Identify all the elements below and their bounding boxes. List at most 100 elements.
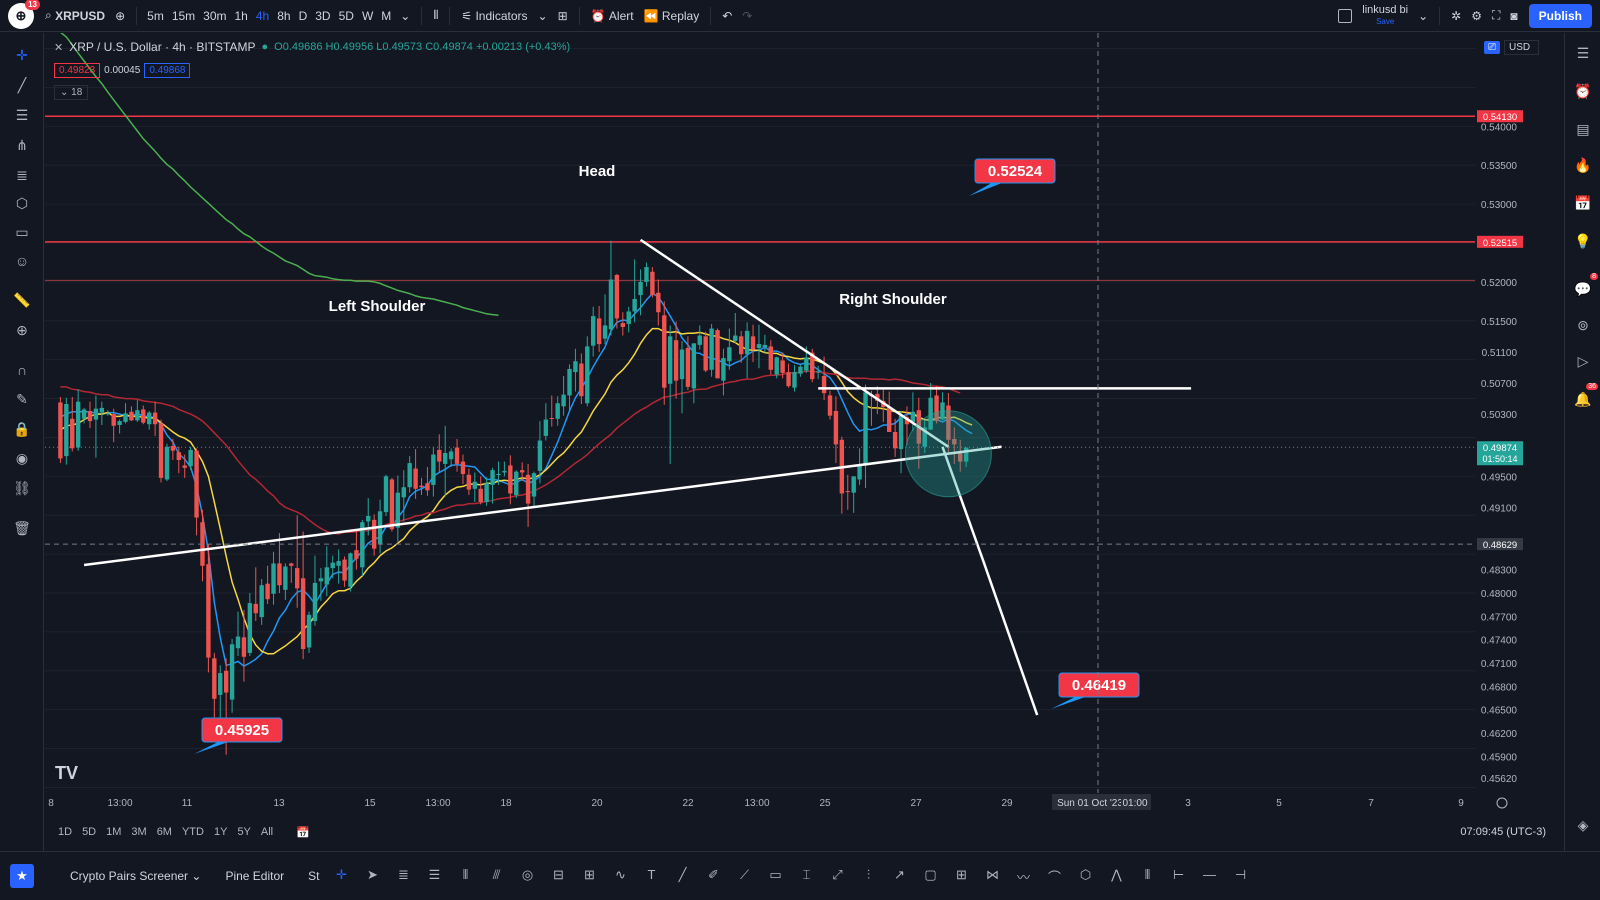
user-dropdown[interactable]: ⌄ <box>1413 0 1433 32</box>
line-icon[interactable]: ╱ <box>678 866 687 882</box>
crosshair-icon[interactable]: ✛ <box>16 46 28 63</box>
timeframe-5D[interactable]: 5D <box>338 8 354 23</box>
head-shoulders-icon[interactable]: ⋀ <box>1111 866 1122 882</box>
play-icon[interactable]: ▷ <box>1577 352 1589 369</box>
timeframe-4h[interactable]: 4h <box>255 8 270 23</box>
elliott-icon[interactable]: ∿ <box>615 866 626 882</box>
spiral-icon[interactable]: ◎ <box>521 866 534 882</box>
range-1M[interactable]: 1M <box>106 826 122 838</box>
link-icon[interactable]: ⛓ <box>13 479 31 496</box>
screener-tab[interactable]: Crypto Pairs Screener ⌄ <box>58 869 213 883</box>
range-YTD[interactable]: YTD <box>181 826 204 838</box>
zoom-in-icon[interactable]: ⊕ <box>16 321 28 338</box>
fib-icon[interactable]: ⫻ <box>492 866 501 882</box>
hotlists-icon[interactable]: 🔥 <box>1574 156 1592 173</box>
brush-icon[interactable]: ✐ <box>708 866 719 882</box>
dash-icon[interactable]: — <box>1203 866 1216 882</box>
crosshair-icon[interactable]: ✛ <box>336 866 347 882</box>
ray-icon[interactable]: ⤢ <box>832 866 843 882</box>
chart-type-button[interactable]: ⫴ <box>428 0 443 32</box>
timeframe-M[interactable]: M <box>381 8 392 23</box>
watchlist-icon[interactable]: ☰ <box>1576 44 1590 61</box>
lock-pencil-icon[interactable]: ✎ <box>16 390 28 407</box>
bars-icon[interactable]: ⦀ <box>1144 866 1151 882</box>
strategy-tester-tab[interactable]: St <box>308 869 320 883</box>
hexagon-icon[interactable]: ⬡ <box>1079 866 1092 882</box>
rectangle-icon[interactable]: ▭ <box>769 866 782 882</box>
timeframe-3D[interactable]: 3D <box>315 8 331 23</box>
magnet-icon[interactable]: ∩ <box>16 362 28 378</box>
timeframe-5m[interactable]: 5m <box>147 8 164 23</box>
pitchfork-icon[interactable]: ⫴ <box>462 866 469 882</box>
trendline-icon[interactable]: ╱ <box>17 76 27 93</box>
timeframe-15m[interactable]: 15m <box>171 8 196 23</box>
range-3M[interactable]: 3M <box>131 826 147 838</box>
pine-editor-tab[interactable]: Pine Editor <box>225 869 285 883</box>
text-icon[interactable]: T <box>647 866 656 882</box>
channel-icon[interactable]: ☰ <box>428 866 441 882</box>
horizontal-lines-icon[interactable]: ☰ <box>15 106 29 123</box>
goto-date-icon[interactable]: 📅 <box>296 826 310 839</box>
range-6M[interactable]: 6M <box>156 826 172 838</box>
emoji-icon[interactable]: ☺ <box>14 253 30 269</box>
timeframe-D[interactable]: D <box>298 8 308 23</box>
settings-button[interactable]: ⚙ <box>1466 0 1487 32</box>
ideas-icon[interactable]: 💡 <box>1574 232 1592 249</box>
undo-button[interactable]: ↶ <box>717 0 737 32</box>
wave-icon[interactable]: 〰 <box>1016 869 1030 885</box>
timeframe-30m[interactable]: 30m <box>203 8 227 23</box>
forecast-icon[interactable]: ⫶ <box>866 866 871 882</box>
publish-button[interactable]: Publish <box>1528 3 1592 28</box>
trash-icon[interactable]: 🗑 <box>13 519 31 536</box>
curve-icon[interactable]: ⌒ <box>1047 869 1061 885</box>
chat-icon[interactable]: 💬 8 <box>1574 273 1598 297</box>
range-5Y[interactable]: 5Y <box>237 826 251 838</box>
price-chart[interactable]: Head Left Shoulder Right Shoulder 0.52524 0.… <box>45 33 1564 829</box>
layers-icon[interactable]: ◈ <box>1577 816 1589 833</box>
redo-button[interactable]: ↷ <box>737 0 757 32</box>
symbol-search[interactable]: ⌕ XRPUSD <box>40 0 110 32</box>
layouts-button[interactable]: ⊞ <box>553 0 573 32</box>
gann-fib-icon[interactable]: ≣ <box>16 166 28 183</box>
auto-scale-icon[interactable]: ⎚ <box>1484 41 1500 54</box>
ruler-icon[interactable]: ⊢ <box>1172 866 1185 882</box>
timeframe-W[interactable]: W <box>361 8 374 23</box>
annotation-icon[interactable]: ▭ <box>15 223 29 240</box>
xabcd-icon[interactable]: ⋈ <box>986 866 999 882</box>
indicators-collapse[interactable]: ⌄ 18 <box>54 85 89 100</box>
user-layout[interactable]: linkusd bi Save <box>1357 0 1413 32</box>
tradingview-logo[interactable]: ⊕ 13 <box>8 0 40 29</box>
indicators-button[interactable]: ⚟ Indicators <box>456 0 532 32</box>
cursor-icon[interactable]: ➤ <box>367 866 378 882</box>
range-All[interactable]: All <box>260 826 274 838</box>
pattern-icon[interactable]: ⊞ <box>584 866 595 882</box>
alerts-icon[interactable]: ⏰ <box>1574 82 1592 99</box>
range-1Y[interactable]: 1Y <box>213 826 228 838</box>
ruler-icon[interactable]: 📏 <box>13 291 31 308</box>
close-icon[interactable]: ✕ <box>54 41 64 54</box>
gann-icon[interactable]: ⊟ <box>553 866 564 882</box>
hlines-icon[interactable]: ≣ <box>398 866 409 882</box>
grid-icon[interactable]: ⊞ <box>956 866 967 882</box>
price-range-icon[interactable]: ⌶ <box>802 866 811 882</box>
streams-icon[interactable]: ⊚ <box>1577 316 1589 333</box>
data-window-icon[interactable]: ▤ <box>1576 120 1590 137</box>
compare-button[interactable]: ⊕ <box>110 0 130 32</box>
alert-button[interactable]: ⏰ Alert <box>586 0 639 32</box>
range-5D[interactable]: 5D <box>82 826 97 838</box>
arrow-icon[interactable]: ↗ <box>894 866 905 882</box>
callout-icon[interactable]: ▢ <box>924 866 937 882</box>
currency-select[interactable]: USD <box>1504 40 1540 55</box>
range-1D[interactable]: 1D <box>58 826 73 838</box>
buy-price[interactable]: 0.49868 <box>144 63 191 78</box>
path-icon[interactable]: ⟋ <box>739 866 750 882</box>
snapshot-button[interactable]: ◙ <box>1505 0 1522 32</box>
bell-icon[interactable]: 🔔 36 <box>1574 383 1598 407</box>
lock-icon[interactable]: 🔒 <box>13 420 31 437</box>
clock-time[interactable]: 07:09:45 (UTC-3) <box>1460 826 1546 838</box>
shapes-icon[interactable]: ⬡ <box>15 194 29 211</box>
sell-price[interactable]: 0.49823 <box>54 63 101 78</box>
fullscreen-button[interactable]: ⛶ <box>1487 0 1505 32</box>
pitchfork-icon[interactable]: ⋔ <box>16 136 28 153</box>
range-icon[interactable]: ⊣ <box>1234 866 1247 882</box>
